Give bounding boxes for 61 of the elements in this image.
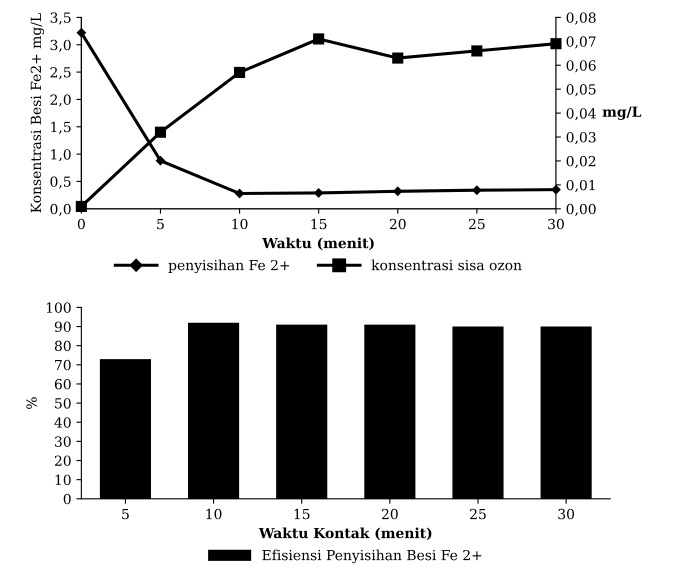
y-tick-label: 0,5 (50, 176, 71, 189)
y-tick-label: 1,0 (51, 149, 71, 162)
y2-tick-label: 0,01 (566, 180, 595, 192)
point (154, 126, 166, 138)
point (472, 186, 482, 195)
point (156, 156, 166, 166)
y2-tick-label: 0,05 (566, 84, 596, 96)
y-tick-label: 3,5 (50, 12, 71, 25)
x-axis-title: Waktu (menit) (262, 238, 374, 250)
x-tick-label: 25 (470, 508, 486, 520)
legend-label: penyisihan Fe 2+ (168, 260, 290, 274)
legend-label: konsentrasi sisa ozon (372, 260, 522, 270)
x-tick-label: 5 (157, 218, 164, 230)
y-tick-label: 100 (46, 302, 71, 313)
y-tick-label: 30 (55, 436, 71, 447)
x-tick-label: 30 (558, 508, 574, 520)
x-tick-label: 10 (206, 508, 222, 520)
y-tick-label: 10 (56, 474, 71, 486)
y-tick-label: 0,0 (50, 204, 71, 216)
y-tick-label: 50 (55, 398, 71, 409)
point (392, 52, 404, 64)
y-axis-title: Konsentrasi Besi Fe2+ mg/L (30, 13, 44, 213)
y-tick-label: 2,0 (50, 94, 71, 107)
x-tick-label: 15 (294, 508, 310, 520)
y2-tick-label: 0,02 (566, 156, 596, 168)
y-axis-title: % (26, 397, 37, 409)
point (234, 188, 244, 198)
x-tick-label: 0 (78, 218, 85, 230)
x-tick-label: 25 (468, 218, 485, 230)
y2-tick-label: 0,04 (566, 108, 596, 120)
point (471, 45, 482, 56)
y-tick-label: 90 (54, 322, 71, 332)
x-axis-title: Waktu Kontak (menit) (258, 528, 432, 540)
x-tick-label: 10 (232, 218, 248, 230)
point (76, 200, 87, 212)
point (313, 33, 324, 44)
y2-axis-title: mg/L (602, 106, 642, 120)
point (234, 66, 246, 78)
y-tick-label: 0 (64, 494, 71, 504)
point (314, 188, 324, 198)
point (550, 38, 562, 50)
y-tick-label: 80 (54, 340, 71, 352)
y-tick-label: 1,5 (51, 122, 71, 134)
y-tick-label: 40 (54, 417, 71, 428)
x-tick-label: 20 (390, 218, 406, 230)
y-tick-label: 60 (54, 378, 71, 390)
point (393, 186, 402, 196)
y-tick-label: 20 (54, 455, 71, 466)
y2-tick-label: 0,08 (566, 12, 596, 25)
y2-tick-label: 0,06 (566, 60, 596, 72)
y2-tick-label: 0,03 (566, 132, 596, 144)
legend-label: Efisiensi Penyisihan Besi Fe 2+ (262, 550, 482, 564)
y2-tick-label: 0,00 (566, 204, 596, 216)
x-tick-label: 5 (122, 508, 129, 520)
y-tick-label: 3,0 (50, 40, 71, 52)
x-tick-label: 20 (382, 508, 398, 520)
y2-tick-label: 0,07 (566, 36, 596, 48)
x-tick-label: 30 (548, 218, 564, 230)
x-tick-label: 15 (312, 218, 326, 230)
y-tick-label: 2,5 (50, 67, 71, 80)
y-tick-label: 70 (55, 360, 71, 370)
